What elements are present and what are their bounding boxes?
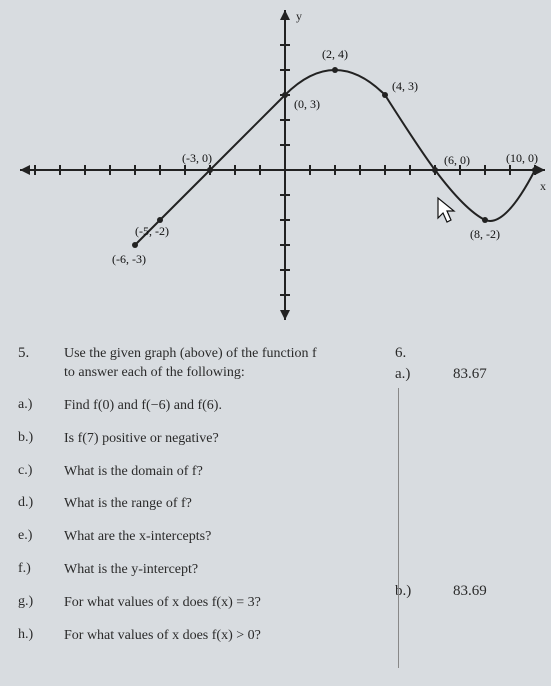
q5e-label: e.) <box>18 528 64 544</box>
svg-text:(-5, -2): (-5, -2) <box>135 224 169 238</box>
x-axis-label: x <box>540 179 546 193</box>
q5d-label: d.) <box>18 495 64 511</box>
q6-number: 6. <box>395 345 435 362</box>
q6a-label: a.) <box>395 366 435 383</box>
q5a-label: a.) <box>18 397 64 413</box>
svg-text:(8, -2): (8, -2) <box>470 227 500 241</box>
q5g-label: g.) <box>18 594 64 610</box>
q5h-text: For what values of x does f(x) > 0? <box>64 627 533 646</box>
cursor-icon <box>438 198 454 222</box>
q5c-label: c.) <box>18 463 64 479</box>
svg-text:(4, 3): (4, 3) <box>392 79 418 93</box>
svg-text:(-6, -3): (-6, -3) <box>112 252 146 266</box>
q6b-value: 83.69 <box>435 583 535 600</box>
q5h-label: h.) <box>18 627 64 643</box>
question-number: 5. <box>18 345 64 362</box>
q5b-label: b.) <box>18 430 64 446</box>
q6a-value: 83.67 <box>435 366 535 383</box>
question-6: 6. a.) 83.67 b.) 83.69 <box>395 345 535 604</box>
q5f-label: f.) <box>18 561 64 577</box>
svg-text:(0, 3): (0, 3) <box>294 97 320 111</box>
y-axis-label: y <box>296 9 302 23</box>
svg-text:(-3, 0): (-3, 0) <box>182 151 212 165</box>
svg-text:(6, 0): (6, 0) <box>444 153 470 167</box>
column-divider <box>398 388 399 668</box>
svg-text:(10, 0): (10, 0) <box>506 151 538 165</box>
function-graph: y x (-6, -3) (-5, -2) (-3, 0) (0, 3) (2,… <box>0 0 551 335</box>
svg-text:(2, 4): (2, 4) <box>322 47 348 61</box>
q6b-label: b.) <box>395 583 435 600</box>
